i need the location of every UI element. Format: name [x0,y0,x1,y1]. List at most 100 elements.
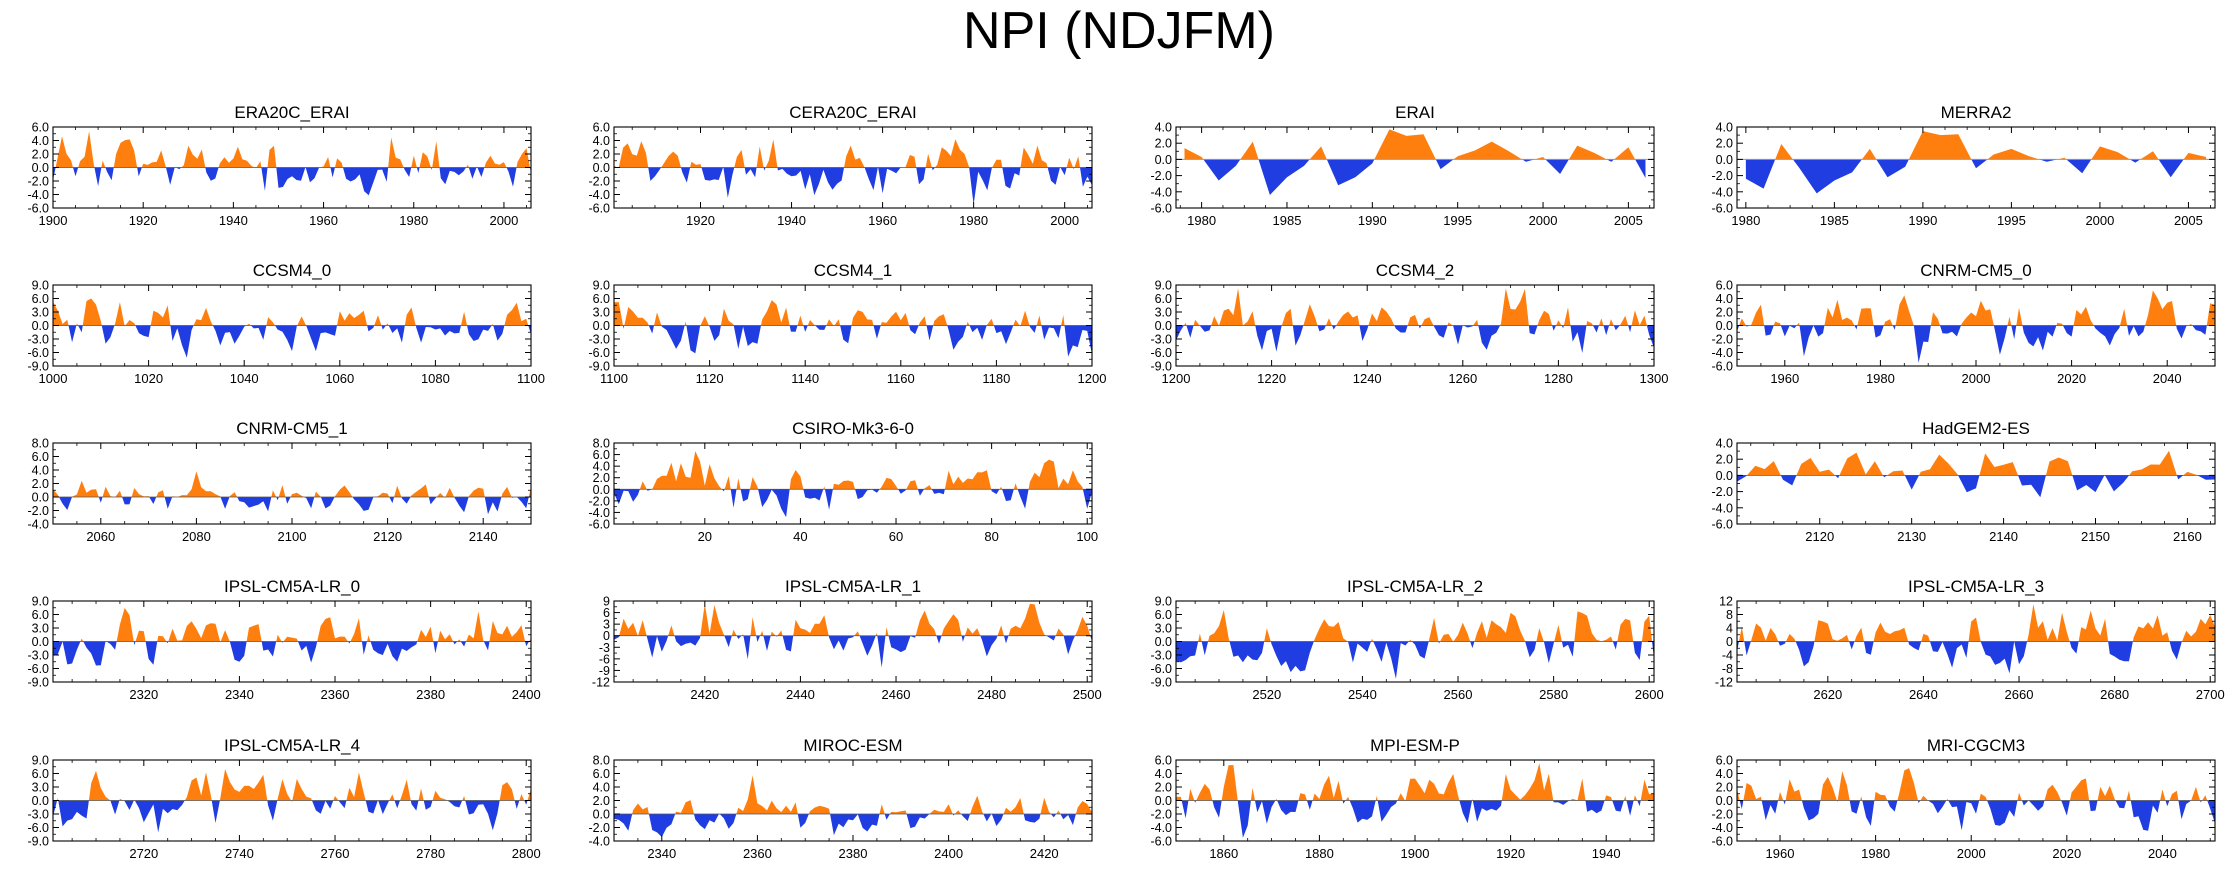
panel-hadgem2-es: HadGEM2-ES 4.0 2.0 0.0 -2.0 -4.0 -6.0 2120 2130 2… [1711,419,2216,544]
x-tick-label: 1900 [1401,846,1430,861]
y-tick-label: 2.0 [593,794,610,808]
negative-area [53,167,531,196]
x-tick-label: 1020 [134,371,163,386]
x-tick-label: 2400 [934,846,963,861]
y-tick-label: 4.0 [1716,767,1733,781]
x-tick-label: 2000 [1962,371,1991,386]
y-tick-label: -4.0 [588,835,610,849]
y-tick-label: -6.0 [588,346,610,360]
x-tick-label: 1940 [777,213,806,228]
y-tick-label: -6.0 [1711,202,1733,216]
y-tick-label: -4.0 [1150,185,1172,199]
y-tick-label: 2.0 [593,471,610,485]
x-tick-label: 2000 [2085,213,2114,228]
x-tick-label: 1940 [1592,846,1621,861]
negative-area [1184,159,1646,195]
x-tick-label: 1880 [1305,846,1334,861]
panel-mpi-esm-p: MPI-ESM-P 6.04.02.00.0-2.0-4.0-6.0 1860 188… [1150,736,1655,861]
positive-area [1737,450,2215,476]
x-tick-label: 2500 [1073,687,1102,702]
y-tick-label: -9.0 [1150,360,1172,374]
y-tick-label: 0.0 [1716,153,1733,167]
x-tick-label: 2380 [416,687,445,702]
y-tick-label: 6.0 [1155,608,1172,622]
x-tick-label: 2800 [512,846,541,861]
y-tick-label: 9.0 [32,279,49,293]
y-tick-label: 0.0 [1716,319,1733,333]
x-tick-label: 1960 [1770,371,1799,386]
x-tick-label: 1080 [421,371,450,386]
y-tick-label: -9.0 [27,676,49,690]
y-tick-label: 6.0 [32,608,49,622]
x-tick-label: 1960 [309,213,338,228]
y-tick-label: 0.0 [593,319,610,333]
negative-area [1737,475,2215,498]
x-tick-label: 2020 [2057,371,2086,386]
x-tick-label: 2780 [416,846,445,861]
negative-area [53,800,531,833]
y-tick-label: 2.0 [1155,781,1172,795]
x-tick-label: 1220 [1257,371,1286,386]
x-tick-label: 1980 [1861,846,1890,861]
negative-area [1176,325,1654,353]
y-tick-label: 0.0 [1155,635,1172,649]
y-tick-label: 4.0 [593,134,610,148]
x-tick-label: 1920 [1496,846,1525,861]
y-tick-label: -3.0 [27,808,49,822]
panel-title: IPSL-CM5A-LR_0 [224,577,360,596]
y-tick-label: -4 [1722,649,1733,663]
y-tick-label: 9.0 [1155,595,1172,609]
x-tick-label: 2340 [647,846,676,861]
panel-ipsl-cm5a-lr-0: IPSL-CM5A-LR_0 9.06.03.00.0-3.0-6.0-9.0 23… [27,577,540,702]
x-tick-label: 1920 [686,213,715,228]
positive-area [614,300,1092,326]
panel-title: CERA20C_ERAI [789,103,917,122]
y-tick-label: 6 [603,606,610,620]
x-tick-label: 2140 [1989,529,2018,544]
x-tick-label: 1280 [1544,371,1573,386]
panel-erai: ERAI 4.0 2.0 0.0 -2.0 -4.0 -6.0 1980 1985 1990 199… [1150,103,1655,228]
negative-area [614,325,1092,357]
x-tick-label: 1860 [1209,846,1238,861]
y-tick-label: 4.0 [1155,121,1172,135]
x-tick-label: 2400 [512,687,541,702]
panel-title: MRI-CGCM3 [1927,736,2025,755]
x-tick-label: 1140 [791,371,819,386]
y-tick-label: 6.0 [1716,754,1733,768]
x-tick-label: 2480 [977,687,1006,702]
y-tick-label: 0.0 [1155,153,1172,167]
panel-ipsl-cm5a-lr-2: IPSL-CM5A-LR_2 9.06.03.00.0-3.0-6.0-9.0 25… [1150,577,1663,702]
panel-title: CCSM4_2 [1376,261,1454,280]
x-tick-label: 1120 [696,371,724,386]
x-tick-label: 2540 [1348,687,1377,702]
x-tick-label: 1990 [1908,213,1937,228]
y-tick-label: 0.0 [593,161,610,175]
x-tick-label: 1995 [1997,213,2026,228]
x-tick-label: 2100 [278,529,307,544]
y-tick-label: 0.0 [593,483,610,497]
negative-area [614,814,1092,837]
panel-title: HadGEM2-ES [1922,419,2030,438]
y-tick-label: 0.0 [32,635,49,649]
negative-area [1737,641,2215,674]
y-tick-label: -2.0 [1711,485,1733,499]
positive-area [53,769,531,801]
panel-title: MPI-ESM-P [1370,736,1460,755]
x-tick-label: 1985 [1820,213,1849,228]
y-tick-label: -4.0 [1150,821,1172,835]
y-tick-label: 8 [1726,608,1733,622]
y-tick-label: 3 [603,618,610,632]
y-tick-label: -6.0 [588,518,610,532]
panel-csiro-mk3-6-0: CSIRO-Mk3-6-0 8.06.04.02.00.0-2.0-4.0-6.0… [588,419,1098,544]
x-tick-label: 100 [1076,529,1098,544]
y-tick-label: -2.0 [27,175,49,189]
y-tick-label: -6.0 [27,821,49,835]
x-tick-label: 1920 [129,213,158,228]
x-tick-label: 2000 [1957,846,1986,861]
x-tick-label: 60 [889,529,903,544]
y-tick-label: -4.0 [588,506,610,520]
y-tick-label: -6.0 [1150,835,1172,849]
y-tick-label: -2.0 [1711,333,1733,347]
positive-area [53,298,531,326]
